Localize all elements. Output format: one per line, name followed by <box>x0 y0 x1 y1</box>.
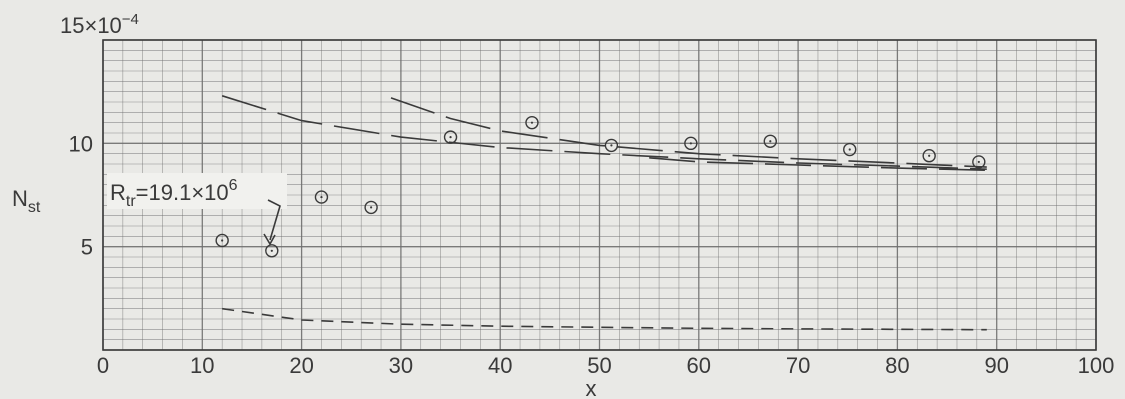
data-point-1 <box>215 233 229 248</box>
plot-frame <box>102 39 1097 351</box>
transition-reynolds-annotation: Rtr=19.1×106 <box>107 173 287 246</box>
data-point-center <box>449 136 452 139</box>
data-point-center <box>370 206 373 209</box>
data-point-marker <box>364 200 378 215</box>
x-tick-label: 60 <box>687 353 711 378</box>
data-point-marker <box>843 142 857 157</box>
x-tick-labels: 0 10 20 30 40 50 60 70 80 90 100 <box>97 353 1114 378</box>
data-point-marker <box>604 138 619 153</box>
data-point-marker <box>265 244 279 258</box>
data-point-4 <box>364 200 378 215</box>
data-point-marker <box>922 149 936 163</box>
y-tick-label: 5 <box>81 235 93 260</box>
data-point-marker <box>684 136 698 151</box>
data-point-marker <box>525 115 539 130</box>
curve-2 <box>390 97 987 168</box>
data-point-marker <box>763 134 777 148</box>
data-point-center <box>977 160 980 164</box>
x-tick-label: 30 <box>389 353 413 378</box>
x-axis-title: x <box>586 376 597 399</box>
x-tick-label: 0 <box>97 353 109 378</box>
data-point-marker <box>972 155 986 169</box>
y-tick-label: 10 <box>69 131 93 156</box>
data-point-center <box>848 148 851 151</box>
y-tick-labels: 5 10 <box>69 131 93 259</box>
data-point-center <box>270 249 273 252</box>
x-tick-label: 100 <box>1078 353 1115 378</box>
data-point-center <box>928 154 931 157</box>
y-axis-title: Nst <box>12 186 41 216</box>
curve-1 <box>221 95 987 170</box>
data-point-marker <box>215 233 229 248</box>
fitted-curves <box>221 95 987 331</box>
data-point-11 <box>922 149 936 163</box>
data-point-2 <box>265 244 279 258</box>
data-point-marker <box>314 190 329 204</box>
data-point-center <box>689 142 692 145</box>
x-tick-label: 80 <box>885 353 909 378</box>
data-point-marker <box>443 130 458 144</box>
y-axis-top-label: 15×10−4 <box>60 11 139 38</box>
data-point-6 <box>525 115 539 130</box>
x-tick-label: 40 <box>488 353 512 378</box>
x-tick-label: 10 <box>190 353 214 378</box>
annotation-box <box>107 173 287 209</box>
data-point-5 <box>443 130 458 144</box>
annotation-arrowhead <box>263 233 276 246</box>
data-point-9 <box>763 134 777 148</box>
x-tick-label: 50 <box>587 353 611 378</box>
data-point-center <box>221 239 224 242</box>
x-tick-label: 90 <box>984 353 1008 378</box>
annotation-text: Rtr=19.1×106 <box>110 177 238 210</box>
data-point-10 <box>843 142 857 157</box>
data-point-center <box>320 195 323 199</box>
data-point-8 <box>684 136 698 151</box>
data-point-7 <box>604 138 619 153</box>
curve-4 <box>222 307 987 331</box>
x-tick-label: 70 <box>786 353 810 378</box>
curve-3 <box>649 157 987 171</box>
annotation-arrow <box>267 199 281 241</box>
x-tick-label: 20 <box>289 353 313 378</box>
data-point-center <box>530 121 534 124</box>
data-point-center <box>769 140 772 143</box>
data-point-center <box>610 144 613 147</box>
data-points <box>215 115 986 258</box>
data-point-3 <box>314 190 329 204</box>
data-point-12 <box>972 155 986 169</box>
